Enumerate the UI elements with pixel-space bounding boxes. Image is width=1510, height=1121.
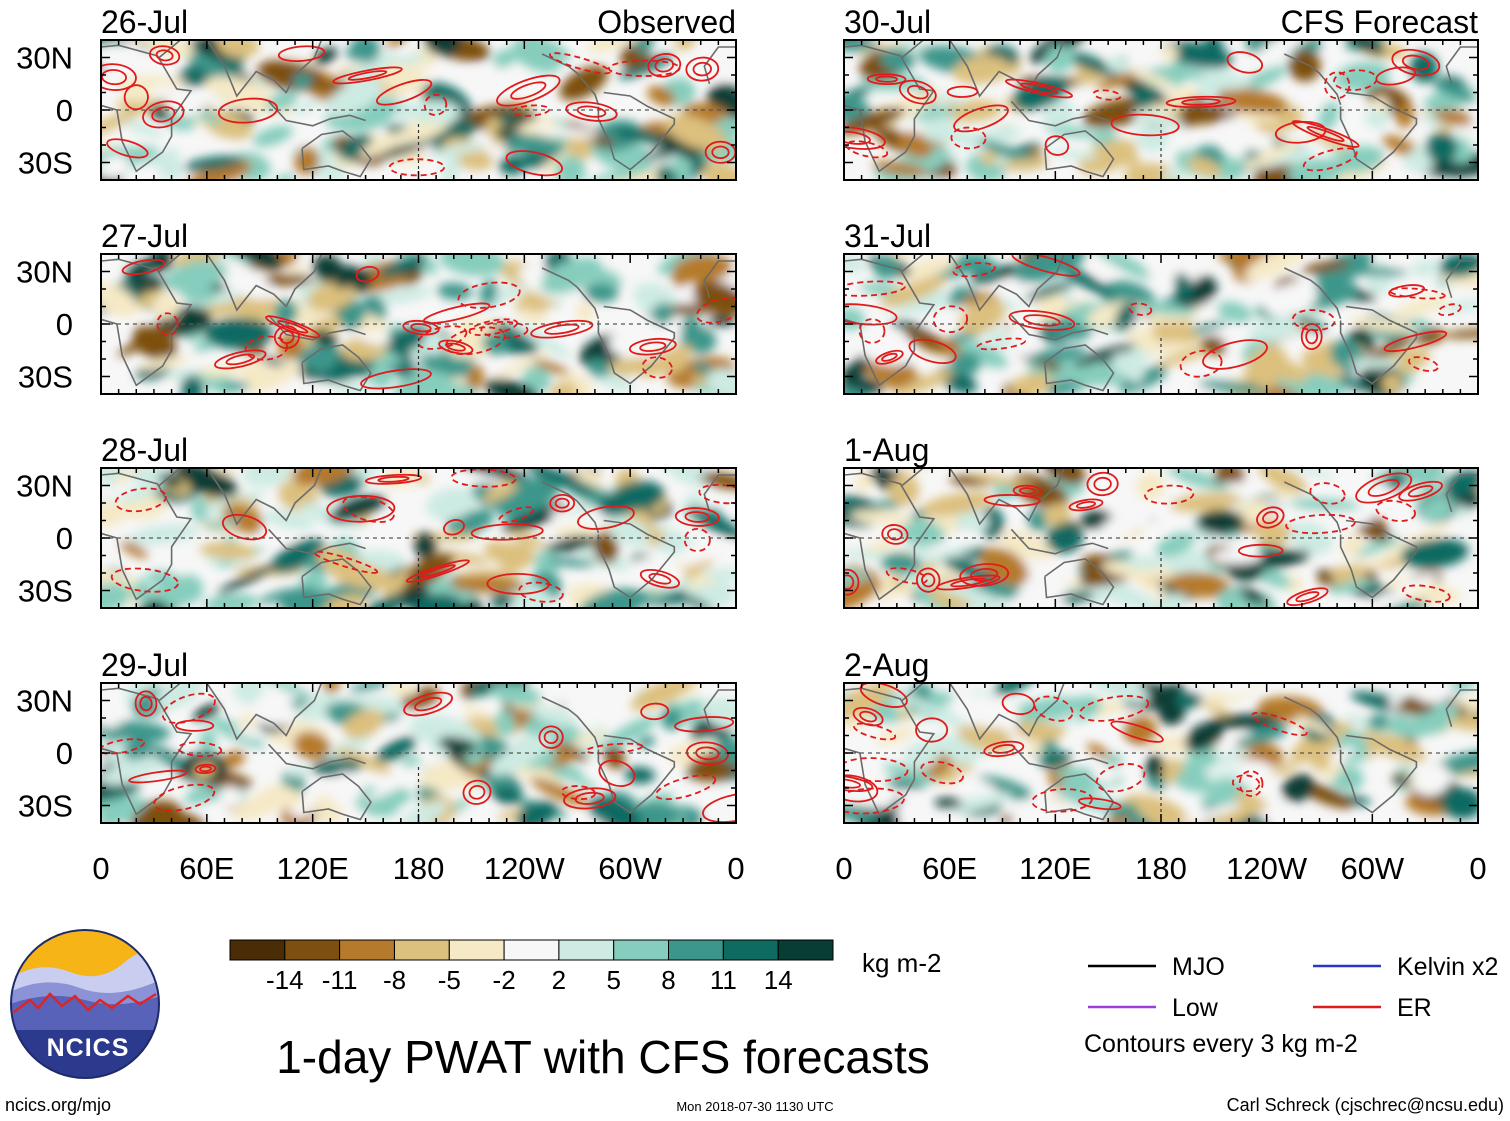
colorbar-swatch	[558, 939, 615, 961]
lon-tick-label: 120W	[484, 851, 566, 886]
map-panel-2-Aug: 2-Aug	[843, 647, 1479, 824]
lon-tick-label: 120E	[1019, 851, 1091, 886]
lat-tick-label: 30N	[16, 684, 73, 719]
observed-label: Observed	[597, 4, 736, 40]
colorbar-label: -11	[322, 965, 358, 995]
lat-tick-label: 30N	[16, 41, 73, 76]
colorbar-label: 2	[552, 965, 566, 995]
lat-tick-label: 30S	[18, 789, 73, 824]
er-contours	[101, 45, 736, 177]
coastlines	[101, 254, 736, 392]
lat-tick-label: 0	[56, 521, 73, 556]
panel-date: 30-Jul	[844, 4, 931, 40]
lat-tick-label: 0	[56, 307, 73, 342]
map-panel-27-Jul: 27-Jul 30N 0 30S	[16, 218, 737, 395]
colorbar-swatch	[284, 939, 341, 961]
map-panel-28-Jul: 28-Jul 30N 0 30S	[16, 432, 737, 609]
site-link[interactable]: ncics.org/mjo	[5, 1095, 111, 1115]
colorbar-swatch	[777, 939, 834, 961]
panel-date: 28-Jul	[101, 432, 188, 468]
map-panel-26-Jul: 26-Jul Observed 30N 0 30S	[16, 4, 737, 181]
lon-tick-label: 60W	[1340, 851, 1404, 886]
lat-tick-label: 0	[56, 93, 73, 128]
colorbar-label: 5	[606, 965, 620, 995]
colorbar-swatch	[229, 939, 286, 961]
panel-date: 2-Aug	[844, 647, 929, 683]
colorbar-swatch	[339, 939, 395, 961]
colorbar-label: 14	[764, 965, 793, 995]
legend-label: ER	[1397, 994, 1432, 1022]
lat-tick-label: 30S	[18, 146, 73, 181]
lon-tick-label: 0	[727, 851, 744, 886]
er-contours	[844, 471, 1451, 607]
map-panel-30-Jul: 30-Jul CFS Forecast	[843, 4, 1479, 181]
chart-title: 1-day PWAT with CFS forecasts	[276, 1031, 930, 1083]
lon-tick-label: 60W	[598, 851, 662, 886]
lon-axis-observed: 0 60E 120E 180 120W 60W 0	[92, 851, 744, 886]
map-panel-31-Jul: 31-Jul	[843, 218, 1479, 395]
colorbar-label: -14	[266, 965, 304, 995]
map-panel-1-Aug: 1-Aug	[843, 432, 1479, 609]
coastlines	[101, 468, 736, 606]
credit: Carl Schreck (cjschrec@ncsu.edu)	[1227, 1095, 1504, 1115]
lon-tick-label: 120E	[276, 851, 348, 886]
legend-label: Kelvin x2	[1397, 953, 1498, 981]
lat-tick-label: 30N	[16, 469, 73, 504]
panel-date: 27-Jul	[101, 218, 188, 254]
lon-tick-label: 60E	[179, 851, 234, 886]
colorbar: -14 -11 -8 -5 -2 2 5 8 11 14	[229, 939, 834, 995]
map-panel-29-Jul: 29-Jul 30N 0 30S	[16, 647, 737, 824]
coastlines	[844, 254, 1478, 392]
legend-label: Low	[1172, 994, 1219, 1022]
colorbar-swatch	[448, 939, 505, 961]
lon-tick-label: 180	[393, 851, 445, 886]
colorbar-swatch	[503, 939, 560, 961]
lon-tick-label: 180	[1135, 851, 1187, 886]
coastlines	[844, 468, 1478, 606]
panel-date: 1-Aug	[844, 432, 929, 468]
lon-tick-label: 0	[835, 851, 852, 886]
colorbar-label: 8	[661, 965, 675, 995]
colorbar-label: -2	[493, 965, 516, 995]
colorbar-swatch	[613, 939, 670, 961]
lon-tick-label: 60E	[922, 851, 977, 886]
lon-tick-label: 0	[92, 851, 109, 886]
panel-date: 26-Jul	[101, 4, 188, 40]
panel-date: 31-Jul	[844, 218, 931, 254]
lat-tick-label: 30N	[16, 255, 73, 290]
colorbar-swatch	[722, 939, 779, 961]
er-contours	[101, 690, 736, 823]
legend: MJO Kelvin x2 Low ER	[1088, 953, 1498, 1022]
logo-text: NCICS	[47, 1034, 130, 1062]
lon-axis-forecast: 0 60E 120E 180 120W 60W 0	[835, 851, 1486, 886]
lat-tick-label: 0	[56, 736, 73, 771]
colorbar-swatch	[668, 939, 724, 961]
ncics-logo: NCICS	[10, 929, 160, 1079]
er-contours	[844, 254, 1462, 378]
legend-label: MJO	[1172, 953, 1225, 981]
colorbar-label: -8	[383, 965, 406, 995]
coastlines	[844, 40, 1478, 178]
er-contours	[844, 48, 1441, 172]
colorbar-units: kg m-2	[862, 948, 941, 978]
colorbar-label: 11	[710, 965, 737, 995]
coastlines	[844, 683, 1478, 821]
er-contours	[121, 258, 736, 390]
er-contours	[110, 468, 736, 603]
lon-tick-label: 0	[1469, 851, 1486, 886]
contour-note: Contours every 3 kg m-2	[1084, 1030, 1358, 1058]
er-contours	[844, 683, 1308, 815]
lon-tick-label: 120W	[1226, 851, 1308, 886]
colorbar-label: -5	[438, 965, 461, 995]
lat-tick-label: 30S	[18, 360, 73, 395]
forecast-label: CFS Forecast	[1281, 4, 1478, 40]
timestamp: Mon 2018-07-30 1130 UTC	[676, 1099, 833, 1114]
colorbar-swatch	[394, 939, 450, 961]
panel-date: 29-Jul	[101, 647, 188, 683]
lat-tick-label: 30S	[18, 574, 73, 609]
